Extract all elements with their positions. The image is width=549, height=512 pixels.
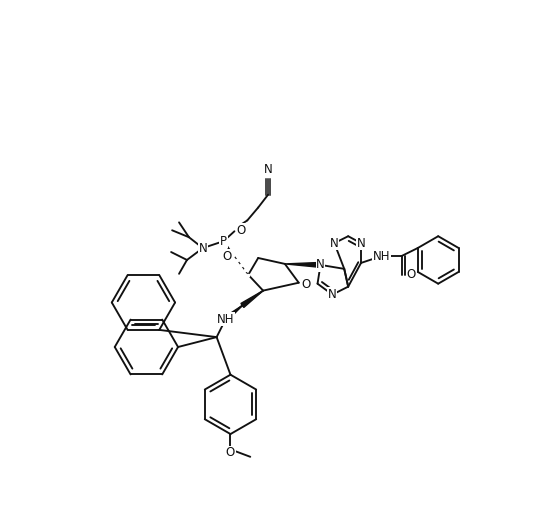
Polygon shape xyxy=(224,306,242,321)
Polygon shape xyxy=(285,263,321,267)
Text: O: O xyxy=(226,446,235,459)
Text: NH: NH xyxy=(217,313,234,326)
Text: O: O xyxy=(301,278,310,291)
Text: O: O xyxy=(222,249,231,263)
Text: P: P xyxy=(220,234,227,248)
Text: N: N xyxy=(328,288,337,301)
Text: N: N xyxy=(198,242,207,254)
Text: N: N xyxy=(264,163,272,177)
Text: O: O xyxy=(407,268,416,281)
Text: N: N xyxy=(357,237,366,250)
Text: N: N xyxy=(316,259,325,271)
Text: NH: NH xyxy=(373,249,390,263)
Polygon shape xyxy=(241,291,263,308)
Text: N: N xyxy=(330,237,339,250)
Text: O: O xyxy=(237,224,246,237)
